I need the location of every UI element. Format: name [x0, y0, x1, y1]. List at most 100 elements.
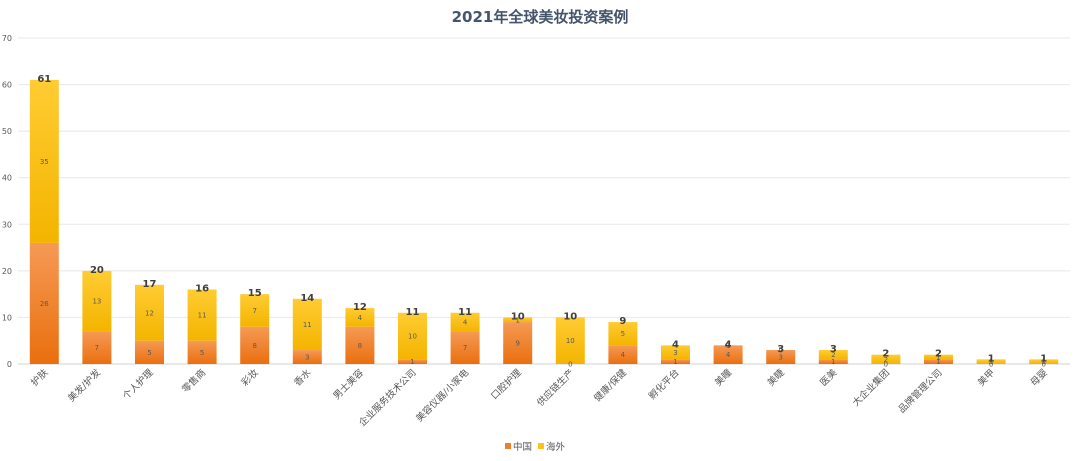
x-tick-label: 零售商: [180, 367, 209, 396]
segment-value-label: 10: [408, 333, 417, 341]
bar-segment: [924, 359, 953, 364]
segment-value-label: 11: [303, 321, 312, 329]
x-tick-label: 口腔护理: [488, 366, 524, 402]
segment-value-label: 3: [778, 354, 782, 362]
legend-label: 海外: [546, 441, 566, 453]
segment-value-label: 26: [40, 300, 49, 308]
segment-value-label: 4: [726, 351, 731, 359]
bar-segment: [818, 359, 848, 364]
segment-value-label: 2: [884, 356, 888, 364]
data-labels: 2635617132051217511168715311148412110117…: [37, 74, 1047, 369]
legend-swatch: [505, 443, 511, 449]
total-label: 11: [406, 307, 420, 318]
x-tick-label: 大企业集团: [850, 367, 892, 409]
x-tick-label: 美甲: [975, 367, 997, 389]
x-tick-label: 健康/保健: [591, 366, 629, 404]
total-label: 3: [830, 344, 837, 355]
total-label: 2: [935, 349, 942, 360]
bar-segment: [29, 79, 59, 243]
bar-segment: [135, 340, 164, 364]
y-tick-label: 50: [2, 127, 12, 136]
y-tick-label: 30: [2, 220, 12, 229]
segment-value-label: 7: [95, 344, 99, 352]
total-label: 2: [882, 349, 889, 360]
x-tick-label: 母婴: [1029, 367, 1050, 388]
bar-segment: [450, 331, 480, 364]
legend-swatch: [538, 443, 544, 449]
segment-value-label: 7: [252, 307, 256, 315]
bar-segment: [924, 354, 953, 360]
x-tick-label: 护肤: [28, 366, 50, 388]
y-tick-label: 60: [2, 81, 12, 90]
segment-value-label: 1: [936, 354, 940, 362]
total-label: 12: [353, 302, 367, 313]
x-tick-label: 企业服务技术公司: [356, 367, 418, 429]
bar-segment: [818, 350, 848, 360]
chart-title: 2021年全球美妆投资案例: [452, 8, 629, 26]
bar-segment: [1029, 359, 1059, 364]
x-tick-label: 美睫: [765, 366, 787, 388]
total-label: 10: [563, 311, 577, 322]
legend-label: 中国: [513, 441, 532, 453]
segment-value-label: 11: [198, 312, 207, 320]
bar-segment: [608, 345, 638, 364]
segment-value-label: 1: [831, 358, 835, 366]
segment-value-label: 4: [621, 351, 626, 359]
segment-value-label: 35: [40, 158, 49, 166]
total-label: 61: [37, 74, 51, 85]
segment-value-label: 0: [1041, 361, 1045, 369]
segment-value-label: 0: [568, 361, 572, 369]
segment-value-label: 5: [147, 349, 151, 357]
bar-segment: [187, 289, 217, 341]
total-label: 20: [90, 265, 104, 276]
x-tick-label: 孵化平台: [646, 367, 681, 402]
total-label: 16: [195, 283, 209, 294]
total-label: 4: [672, 339, 679, 350]
y-tick-label: 20: [2, 267, 12, 276]
segment-value-label: 8: [252, 342, 256, 350]
bar-segment: [608, 322, 638, 346]
bar-segment: [766, 350, 796, 364]
x-tick-label: 美瞳: [712, 366, 734, 388]
y-tick-label: 70: [2, 34, 12, 43]
segment-value-label: 10: [566, 337, 575, 345]
y-tick-label: 0: [7, 360, 12, 369]
segment-value-label: 0: [726, 342, 730, 350]
segment-value-label: 1: [410, 358, 414, 366]
segment-value-label: 1: [673, 358, 677, 366]
bar-segment: [871, 354, 901, 364]
segment-value-label: 9: [515, 340, 519, 348]
segment-value-label: 13: [92, 298, 101, 306]
total-label: 1: [1040, 353, 1047, 364]
segment-value-label: 4: [358, 314, 363, 322]
segment-value-label: 1: [989, 358, 993, 366]
segment-value-label: 3: [673, 349, 677, 357]
bar-segment: [187, 340, 217, 364]
y-tick-label: 10: [2, 313, 12, 322]
bar-segment: [503, 322, 533, 364]
x-tick-label: 品牌管理公司: [896, 367, 945, 416]
bars: [29, 79, 1059, 364]
segment-value-label: 1: [1041, 358, 1045, 366]
total-label: 3: [777, 344, 784, 355]
bar-segment: [240, 294, 270, 327]
total-label: 11: [458, 307, 472, 318]
bar-segment: [292, 298, 322, 351]
segment-value-label: 5: [200, 349, 204, 357]
legend: 中国 海外: [505, 441, 566, 453]
bar-segment: [82, 270, 112, 332]
bar-segment: [713, 345, 743, 364]
segment-value-label: 0: [884, 361, 888, 369]
bar-segment: [661, 345, 690, 360]
bar-segment: [976, 359, 1006, 364]
bar-segment: [398, 312, 427, 360]
segment-value-label: 8: [358, 342, 362, 350]
bar-segment: [450, 312, 480, 332]
total-label: 17: [143, 279, 157, 290]
total-label: 9: [619, 316, 626, 327]
total-label: 14: [300, 293, 314, 304]
gridlines: [18, 37, 1070, 365]
segment-value-label: 0: [778, 347, 782, 355]
